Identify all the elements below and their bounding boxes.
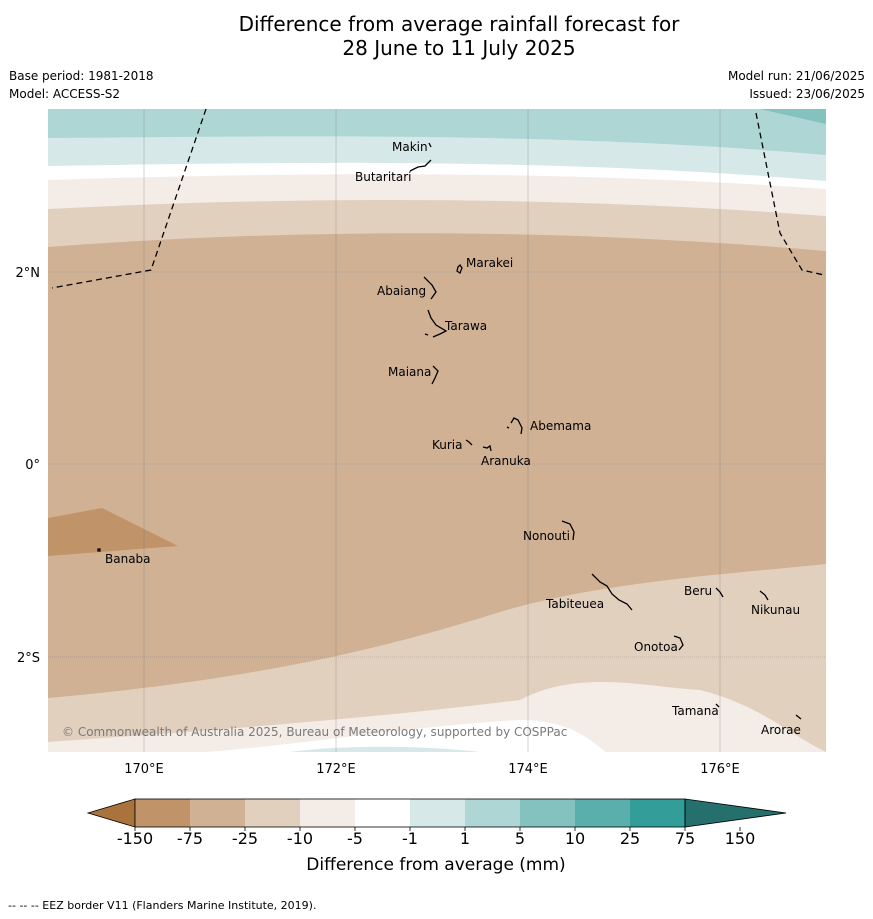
colorbar-segment xyxy=(355,799,410,827)
meta-left: Base period: 1981-2018 Model: ACCESS-S2 xyxy=(9,67,154,103)
island-labels: Makin Butaritari Marakei Abaiang Tarawa … xyxy=(105,140,801,737)
eez-border xyxy=(51,109,825,289)
band-driest-patch xyxy=(48,508,178,556)
lon-label-172e: 172°E xyxy=(316,762,356,777)
island-nikunau-outline xyxy=(759,590,769,601)
lat-axis-labels: 2°N 0° 2°S xyxy=(16,266,41,666)
island-outlines xyxy=(97,142,802,720)
model-name: Model: ACCESS-S2 xyxy=(9,87,121,101)
island-label-kuria: Kuria xyxy=(432,438,463,452)
lat-label-2n: 2°N xyxy=(16,266,41,281)
island-abemama-dot xyxy=(506,426,510,429)
island-label-arorae: Arorae xyxy=(761,723,801,737)
island-marakei-outline xyxy=(456,263,463,274)
island-tarawa-outline xyxy=(427,309,448,338)
island-butaritari-outline xyxy=(409,159,432,172)
map-title: Difference from average rainfall forecas… xyxy=(0,12,873,60)
island-arorae-outline xyxy=(795,714,802,720)
island-label-maiana: Maiana xyxy=(388,365,431,379)
legend-colorbar: -150 -75 -25 -10 -5 -1 1 5 10 25 75 150 xyxy=(86,798,787,848)
island-label-nonouti: Nonouti xyxy=(523,529,570,543)
copyright-text: © Commonwealth of Australia 2025, Bureau… xyxy=(62,725,567,739)
colorbar-tick-label: -5 xyxy=(347,829,363,848)
island-makin-outline xyxy=(428,142,432,148)
eez-footnote: -- -- -- EEZ border V11 (Flanders Marine… xyxy=(8,899,317,912)
colorbar-tick-label: 5 xyxy=(515,829,525,848)
island-label-abemama: Abemama xyxy=(530,419,591,433)
legend-label: Difference from average (mm) xyxy=(306,855,565,875)
colorbar-segment xyxy=(300,799,355,827)
colorbar-tick-label: 75 xyxy=(675,829,695,848)
island-label-tarawa: Tarawa xyxy=(444,319,487,333)
island-label-beru: Beru xyxy=(684,584,712,598)
island-banaba-outline xyxy=(97,548,101,552)
island-abemama-outline xyxy=(510,417,523,435)
colorbar-tick-label: -25 xyxy=(232,829,258,848)
colorbar-right-arrow xyxy=(684,798,787,828)
island-label-aranuka: Aranuka xyxy=(481,454,531,468)
island-nonouti-outline xyxy=(561,520,575,541)
island-label-banaba: Banaba xyxy=(105,552,151,566)
colorbar-segment xyxy=(245,799,300,827)
island-label-butaritari: Butaritari xyxy=(355,170,412,184)
colorbar-tick-label: -1 xyxy=(402,829,418,848)
issued-date: Issued: 23/06/2025 xyxy=(749,87,865,101)
base-period: Base period: 1981-2018 xyxy=(9,69,154,83)
colorbar-tick-label: 25 xyxy=(620,829,640,848)
island-label-tabiteuea: Tabiteuea xyxy=(545,597,604,611)
meta-right: Model run: 21/06/2025 Issued: 23/06/2025 xyxy=(728,67,865,103)
graticule xyxy=(48,109,826,752)
map-panel: Makin Butaritari Marakei Abaiang Tarawa … xyxy=(48,109,826,752)
island-label-makin: Makin xyxy=(392,140,428,154)
island-label-marakei: Marakei xyxy=(466,256,513,270)
island-abaiang-outline xyxy=(423,276,437,300)
colorbar-segment xyxy=(575,799,630,827)
map-title-line1: Difference from average rainfall forecas… xyxy=(238,12,680,36)
lat-label-2s: 2°S xyxy=(17,651,40,666)
island-label-onotoa: Onotoa xyxy=(634,640,678,654)
colorbar-segment xyxy=(520,799,575,827)
lat-label-0: 0° xyxy=(25,458,40,473)
lon-label-170e: 170°E xyxy=(124,762,164,777)
model-run: Model run: 21/06/2025 xyxy=(727,69,865,83)
colorbar-segment xyxy=(135,799,190,827)
colorbar-tick-label: 150 xyxy=(725,829,756,848)
island-aranuka-outline xyxy=(482,444,492,452)
colorbar-tick-label: -150 xyxy=(117,829,153,848)
colorbar-tick-label: 1 xyxy=(460,829,470,848)
island-maiana-outline xyxy=(431,365,439,385)
colorbar-tick-label: -10 xyxy=(287,829,313,848)
colorbar-segment xyxy=(630,799,685,827)
island-beru-outline xyxy=(715,587,724,598)
island-onotoa-outline xyxy=(673,635,684,651)
island-label-nikunau: Nikunau xyxy=(751,603,800,617)
lon-axis-labels: 170°E 172°E 174°E 176°E xyxy=(124,762,740,777)
island-label-tamana: Tamana xyxy=(671,704,719,718)
colorbar-tick-label: -75 xyxy=(177,829,203,848)
colorbar-tick-label: 10 xyxy=(565,829,585,848)
colorbar-segment xyxy=(410,799,465,827)
band-return-neutral xyxy=(205,720,606,752)
lon-label-174e: 174°E xyxy=(508,762,548,777)
map-title-line2: 28 June to 11 July 2025 xyxy=(342,36,576,60)
colorbar-left-arrow xyxy=(86,798,136,828)
band-return-dry-1 xyxy=(48,681,826,752)
island-tamana-outline xyxy=(715,703,720,708)
island-tabiteuea-outline xyxy=(591,573,633,611)
band-return-wet-1 xyxy=(290,746,480,752)
colorbar-segment xyxy=(465,799,520,827)
colorbar-segment xyxy=(190,799,245,827)
lon-label-176e: 176°E xyxy=(700,762,740,777)
island-kuria-outline xyxy=(465,439,473,446)
island-label-abaiang: Abaiang xyxy=(377,284,426,298)
island-tarawa-west xyxy=(424,333,429,336)
